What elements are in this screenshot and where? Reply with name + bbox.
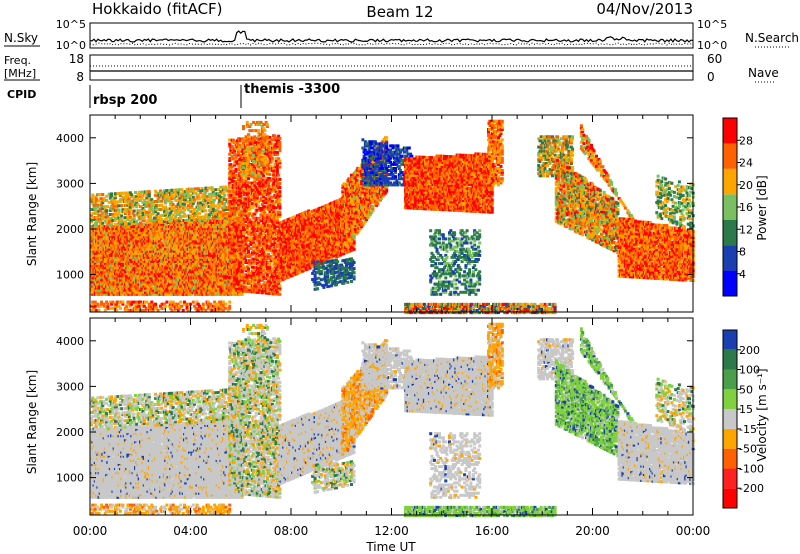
power-cell [223, 194, 226, 197]
nave-label: Nave [748, 66, 779, 80]
nsearch-series [90, 43, 693, 45]
power-cell [105, 209, 108, 212]
cpid-entry-1: themis -3300 [244, 82, 340, 97]
power-cell [189, 194, 192, 197]
power-cell [100, 301, 103, 304]
power-cell [160, 218, 163, 221]
power-cell [149, 213, 152, 216]
nsky-tick-top: 10^5 [56, 18, 86, 31]
power-cell [109, 213, 112, 216]
freq-strip: Freq. [MHz] 18 8 60 0 Nave [4, 52, 779, 84]
station-title: Hokkaido (fitACF) [92, 0, 223, 18]
cpid-entry-0: rbsp 200 [93, 93, 157, 108]
nsearch-tick-top: 10^5 [697, 18, 727, 31]
power-cell [110, 192, 113, 195]
power-cell [138, 213, 141, 216]
power-cell [120, 204, 123, 207]
power-cell [129, 200, 132, 203]
power-cell [204, 209, 207, 212]
power-cell [98, 309, 101, 312]
nave-tick-bottom: 0 [707, 70, 715, 84]
power-cell [118, 208, 121, 211]
power-cell [119, 307, 122, 310]
nsearch-tick-bottom: 10^0 [697, 39, 727, 52]
nsky-label: N.Sky [4, 31, 38, 45]
power-cell [101, 193, 104, 196]
date-title: 04/Nov/2013 [596, 0, 693, 18]
cpid-strip: CPID rbsp 200 themis -3300 [7, 82, 340, 108]
nsky-series [90, 31, 693, 42]
nsearch-label: N.Search [745, 31, 799, 45]
power-cell [133, 210, 136, 213]
freq-frame [90, 55, 693, 80]
cpid-label: CPID [7, 88, 36, 101]
freq-tick-top: 18 [69, 52, 84, 66]
power-cells [90, 120, 695, 314]
power-cell [118, 204, 121, 207]
nave-tick-top: 60 [707, 52, 722, 66]
rti-plot: Hokkaido (fitACF) Beam 12 04/Nov/2013 N.… [0, 0, 800, 554]
freq-label-2: [MHz] [4, 67, 36, 80]
beam-title: Beam 12 [366, 3, 433, 21]
nsky-frame [90, 23, 693, 48]
freq-tick-bottom: 8 [76, 70, 84, 84]
nsky-tick-bottom: 10^0 [56, 39, 86, 52]
freq-label-1: Freq. [4, 54, 31, 67]
power-cell [109, 307, 112, 310]
power-cell [148, 190, 151, 193]
nsky-strip: N.Sky 10^5 10^0 10^5 10^0 N.Search [4, 18, 799, 52]
